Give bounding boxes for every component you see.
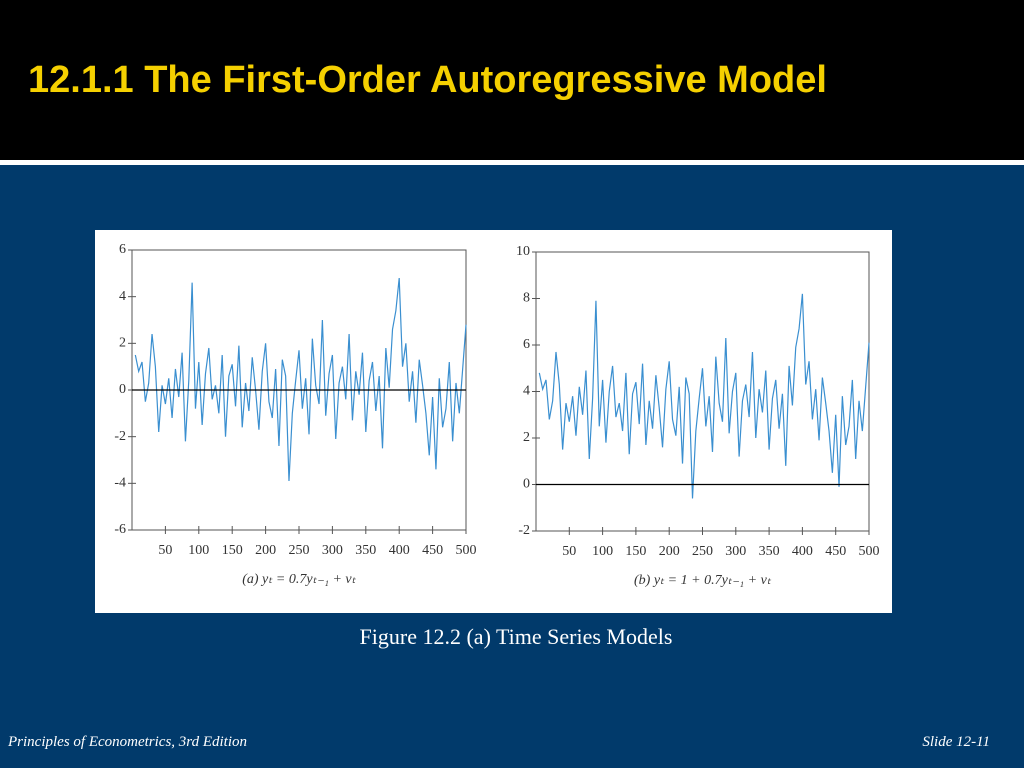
y-tick-label: 10 — [516, 244, 530, 259]
header-rule — [0, 160, 1024, 165]
x-tick-label: 250 — [289, 543, 310, 558]
x-tick-label: 200 — [255, 543, 276, 558]
slide-title: 12.1.1 The First-Order Autoregressive Mo… — [28, 59, 827, 101]
x-tick-label: 50 — [158, 543, 172, 558]
y-tick-label: 4 — [119, 289, 126, 304]
footer-left: Principles of Econometrics, 3rd Edition — [7, 734, 247, 750]
series-line — [538, 293, 870, 499]
x-tick-label: 100 — [188, 543, 209, 558]
y-tick-label: -6 — [114, 522, 126, 537]
y-tick-label: 2 — [119, 336, 126, 351]
y-tick-label: 8 — [523, 291, 530, 306]
x-tick-label: 250 — [692, 544, 713, 559]
figure-box — [95, 230, 892, 613]
caption: Figure 12.2 (a) Time Series Models — [360, 624, 673, 649]
x-tick-label: 450 — [825, 544, 846, 559]
header — [0, 0, 1024, 160]
x-tick-label: 450 — [422, 543, 443, 558]
x-tick-label: 350 — [759, 544, 780, 559]
x-tick-label: 500 — [456, 543, 477, 558]
y-tick-label: 6 — [523, 337, 530, 352]
x-tick-label: 300 — [322, 543, 343, 558]
x-tick-label: 50 — [562, 544, 576, 559]
x-axis-label: (b) yₜ = 1 + 0.7yₜ₋₁ + vₜ — [634, 573, 772, 588]
y-tick-label: -2 — [114, 429, 126, 444]
x-tick-label: 150 — [222, 543, 243, 558]
x-tick-label: 500 — [859, 544, 880, 559]
y-tick-label: 2 — [523, 430, 530, 445]
x-tick-label: 400 — [389, 543, 410, 558]
x-axis-label: (a) yₜ = 0.7yₜ₋₁ + vₜ — [242, 572, 356, 587]
x-tick-label: 150 — [625, 544, 646, 559]
y-tick-label: -4 — [114, 476, 126, 491]
x-tick-label: 350 — [355, 543, 376, 558]
y-tick-label: 6 — [119, 242, 126, 257]
y-tick-label: 0 — [119, 382, 126, 397]
x-tick-label: 200 — [659, 544, 680, 559]
y-tick-label: 0 — [523, 477, 530, 492]
x-tick-label: 300 — [725, 544, 746, 559]
y-tick-label: -2 — [518, 523, 530, 538]
y-tick-label: 4 — [523, 384, 530, 399]
footer-right: Slide 12-11 — [922, 734, 990, 750]
x-tick-label: 100 — [592, 544, 613, 559]
series-line — [134, 277, 467, 482]
x-tick-label: 400 — [792, 544, 813, 559]
